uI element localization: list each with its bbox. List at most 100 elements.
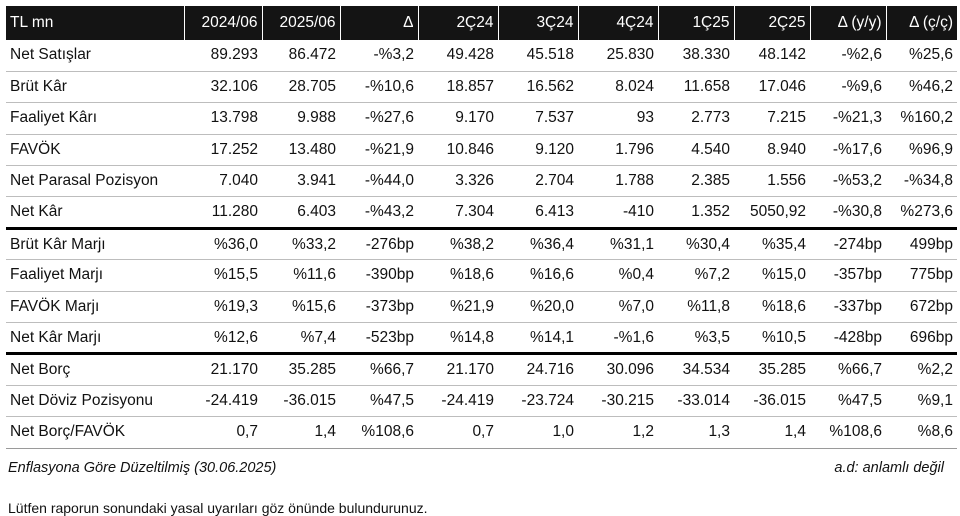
table-cell: 775bp xyxy=(886,259,957,292)
table-cell: 24.716 xyxy=(498,353,578,386)
table-cell: %96,9 xyxy=(886,134,957,167)
table-cell: %36,0 xyxy=(184,228,262,261)
table-cell: %2,2 xyxy=(886,353,957,386)
table-cell: %16,6 xyxy=(498,259,578,292)
table-cell: 8.940 xyxy=(734,134,810,167)
table-cell: %38,2 xyxy=(418,228,498,261)
table-cell: 1,4 xyxy=(734,416,810,449)
table-cell: -357bp xyxy=(810,259,886,292)
table-cell: %11,8 xyxy=(658,291,734,324)
table-cell: 48.142 xyxy=(734,40,810,72)
header-cell: Δ (ç/ç) xyxy=(909,14,953,31)
row-label: FAVÖK xyxy=(6,134,184,167)
table-row: Brüt Kâr Marjı %36,0 %33,2 -276bp %38,2 %36,4… xyxy=(6,228,957,261)
table-cell: 93 xyxy=(578,102,658,135)
table-cell: %108,6 xyxy=(810,416,886,449)
table-cell: -390bp xyxy=(340,259,418,292)
table-cell: -428bp xyxy=(810,322,886,356)
table-cell: %66,7 xyxy=(810,353,886,386)
table-cell: -23.724 xyxy=(498,385,578,418)
table-cell: -%27,6 xyxy=(340,102,418,135)
header-cell: Δ xyxy=(340,6,419,40)
table-cell: -%34,8 xyxy=(886,165,957,198)
header-cell: 4Ç24 xyxy=(578,6,659,40)
table-cell: %3,5 xyxy=(658,322,734,356)
table-cell: -36.015 xyxy=(262,385,340,418)
table-cell: %11,6 xyxy=(262,259,340,292)
table-cell: %21,9 xyxy=(418,291,498,324)
table-cell: -373bp xyxy=(340,291,418,324)
table-cell: 10.846 xyxy=(418,134,498,167)
table-cell: 11.280 xyxy=(184,196,262,230)
table-cell: 35.285 xyxy=(734,353,810,386)
table-cell: 0,7 xyxy=(184,416,262,449)
table-cell: 21.170 xyxy=(184,353,262,386)
table-cell: 1,2 xyxy=(578,416,658,449)
table-row: FAVÖK Marjı %19,3 %15,6 -373bp %21,9 %20,0 %7,… xyxy=(6,291,957,324)
table-cell: -276bp xyxy=(340,228,418,261)
row-label: Faaliyet Kârı xyxy=(6,102,184,135)
table-cell: %15,5 xyxy=(184,259,262,292)
table-cell: -30.215 xyxy=(578,385,658,418)
header-cell: 1Ç25 xyxy=(658,6,735,40)
table-cell: %46,2 xyxy=(886,71,957,104)
table-cell: %19,3 xyxy=(184,291,262,324)
table-cell: 16.562 xyxy=(498,71,578,104)
row-label: FAVÖK Marjı xyxy=(6,291,184,324)
table-cell: %0,4 xyxy=(578,259,658,292)
table-cell: %7,0 xyxy=(578,291,658,324)
table-cell: 30.096 xyxy=(578,353,658,386)
table-cell: -%2,6 xyxy=(810,40,886,72)
table-cell: %8,6 xyxy=(886,416,957,449)
row-label: Net Parasal Pozisyon xyxy=(6,165,184,198)
table-cell: -%3,2 xyxy=(340,40,418,72)
table-cell: 6.403 xyxy=(262,196,340,230)
table-cell: 34.534 xyxy=(658,353,734,386)
table-cell: 7.537 xyxy=(498,102,578,135)
table-cell: -274bp xyxy=(810,228,886,261)
table-cell: 9.988 xyxy=(262,102,340,135)
table-cell: 18.857 xyxy=(418,71,498,104)
table-cell: 25.830 xyxy=(578,40,658,72)
table-cell: 4.540 xyxy=(658,134,734,167)
table-cell: 2.385 xyxy=(658,165,734,198)
header-row: TL mn 2024/06 2025/06 Δ 2Ç24 3Ç24 4Ç24 1… xyxy=(6,6,957,40)
table-cell: 17.046 xyxy=(734,71,810,104)
table-cell: %160,2 xyxy=(886,102,957,135)
table-row: Net Borç 21.170 35.285 %66,7 21.170 24.716 30.… xyxy=(6,353,957,386)
table-cell: 45.518 xyxy=(498,40,578,72)
table-cell: %14,1 xyxy=(498,322,578,356)
table-cell: %12,6 xyxy=(184,322,262,356)
table-cell: -33.014 xyxy=(658,385,734,418)
table-cell: 7.215 xyxy=(734,102,810,135)
table-cell: -%10,6 xyxy=(340,71,418,104)
table-cell: 1.796 xyxy=(578,134,658,167)
row-label: Net Borç/FAVÖK xyxy=(6,416,184,449)
table-cell: %18,6 xyxy=(734,291,810,324)
table-cell: %35,4 xyxy=(734,228,810,261)
table-cell: 499bp xyxy=(886,228,957,261)
table-row: FAVÖK 17.252 13.480 -%21,9 10.846 9.120 1.796 4… xyxy=(6,134,957,167)
table-row: Net Kâr 11.280 6.403 -%43,2 7.304 6.413 -410 1.… xyxy=(6,196,957,230)
row-label: Net Döviz Pozisyonu xyxy=(6,385,184,418)
footnote-right: a.d: anlamlı değil xyxy=(834,460,944,476)
table-cell: -%30,8 xyxy=(810,196,886,230)
table-cell: 2.704 xyxy=(498,165,578,198)
table-cell: -%21,9 xyxy=(340,134,418,167)
table-cell: %66,7 xyxy=(340,353,418,386)
table-row: Net Satışlar 89.293 86.472 -%3,2 49.428 45.51… xyxy=(6,40,957,72)
table-cell: 9.120 xyxy=(498,134,578,167)
header-cell: TL mn xyxy=(6,6,185,40)
table-row: Faaliyet Kârı 13.798 9.988 -%27,6 9.170 7.537… xyxy=(6,102,957,135)
table-cell: %20,0 xyxy=(498,291,578,324)
header-cell: 3Ç24 xyxy=(498,6,579,40)
table-cell: 35.285 xyxy=(262,353,340,386)
table-cell: %9,1 xyxy=(886,385,957,418)
table-cell: 21.170 xyxy=(418,353,498,386)
row-label: Faaliyet Marjı xyxy=(6,259,184,292)
table-cell: %15,0 xyxy=(734,259,810,292)
table-cell: 28.705 xyxy=(262,71,340,104)
row-label: Brüt Kâr Marjı xyxy=(6,228,184,261)
table-cell: 8.024 xyxy=(578,71,658,104)
table-cell: 7.040 xyxy=(184,165,262,198)
